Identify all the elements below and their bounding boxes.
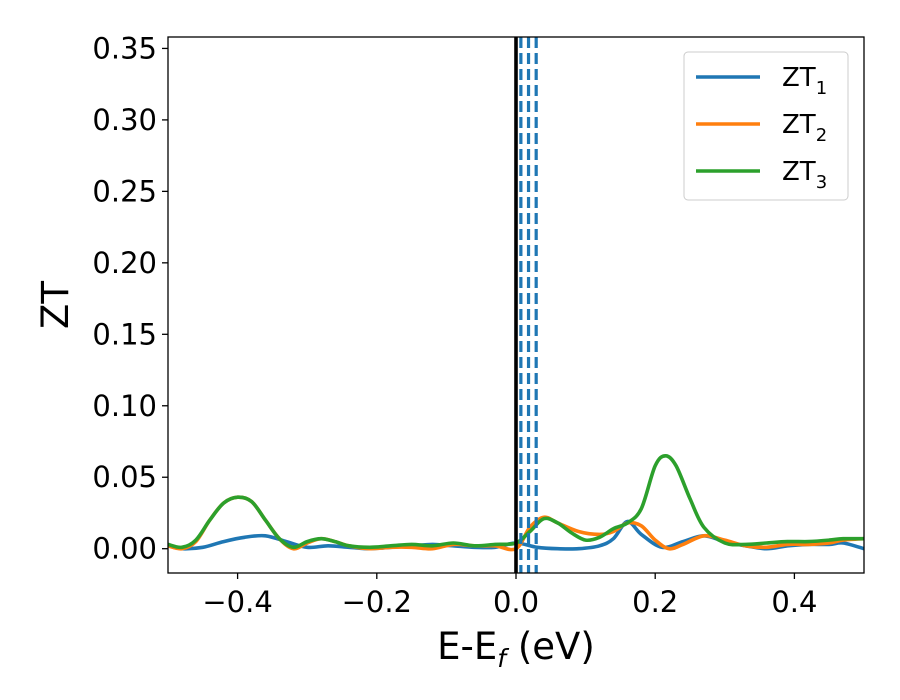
y-tick-label: 0.25 xyxy=(92,174,157,208)
x-axis-title-main: E-E xyxy=(437,625,497,668)
y-tick-label: 0.00 xyxy=(92,532,157,566)
legend-box xyxy=(683,51,849,201)
x-tick-label: 0.2 xyxy=(632,585,678,619)
y-tick-label: 0.35 xyxy=(92,31,157,65)
x-tick-label: −0.4 xyxy=(202,585,272,619)
legend-label-main: ZT xyxy=(782,157,816,187)
legend-label-zt1: ZT1 xyxy=(782,63,827,99)
x-axis-title-suffix: (eV) xyxy=(506,625,595,668)
legend-label-sub: 3 xyxy=(816,172,827,193)
y-tick-label: 0.05 xyxy=(92,460,157,494)
y-tick-label: 0.15 xyxy=(92,317,157,351)
x-tick-label: −0.2 xyxy=(342,585,412,619)
y-axis-title: ZT xyxy=(34,281,77,329)
x-tick-label: 0.4 xyxy=(771,585,817,619)
legend-label-sub: 1 xyxy=(816,78,827,99)
legend-label-zt3: ZT3 xyxy=(782,157,827,193)
y-axis-ticks: 0.00 0.05 0.10 0.15 0.20 0.25 0.30 0.35 xyxy=(92,31,168,566)
x-axis-ticks: −0.4 −0.2 0.0 0.2 0.4 xyxy=(202,573,817,619)
y-tick-label: 0.30 xyxy=(92,103,157,137)
series-line-zt3 xyxy=(168,454,864,550)
legend-label-zt2: ZT2 xyxy=(782,110,827,146)
y-tick-label: 0.20 xyxy=(92,246,157,280)
legend-label-sub: 2 xyxy=(816,125,827,146)
reference-lines xyxy=(514,37,538,573)
legend-label-main: ZT xyxy=(782,63,816,93)
series-layer xyxy=(168,454,864,552)
x-tick-label: 0.0 xyxy=(493,585,539,619)
x-axis-title: E-Ef (eV) xyxy=(437,625,595,673)
y-tick-label: 0.10 xyxy=(92,389,157,423)
legend-label-main: ZT xyxy=(782,110,816,140)
